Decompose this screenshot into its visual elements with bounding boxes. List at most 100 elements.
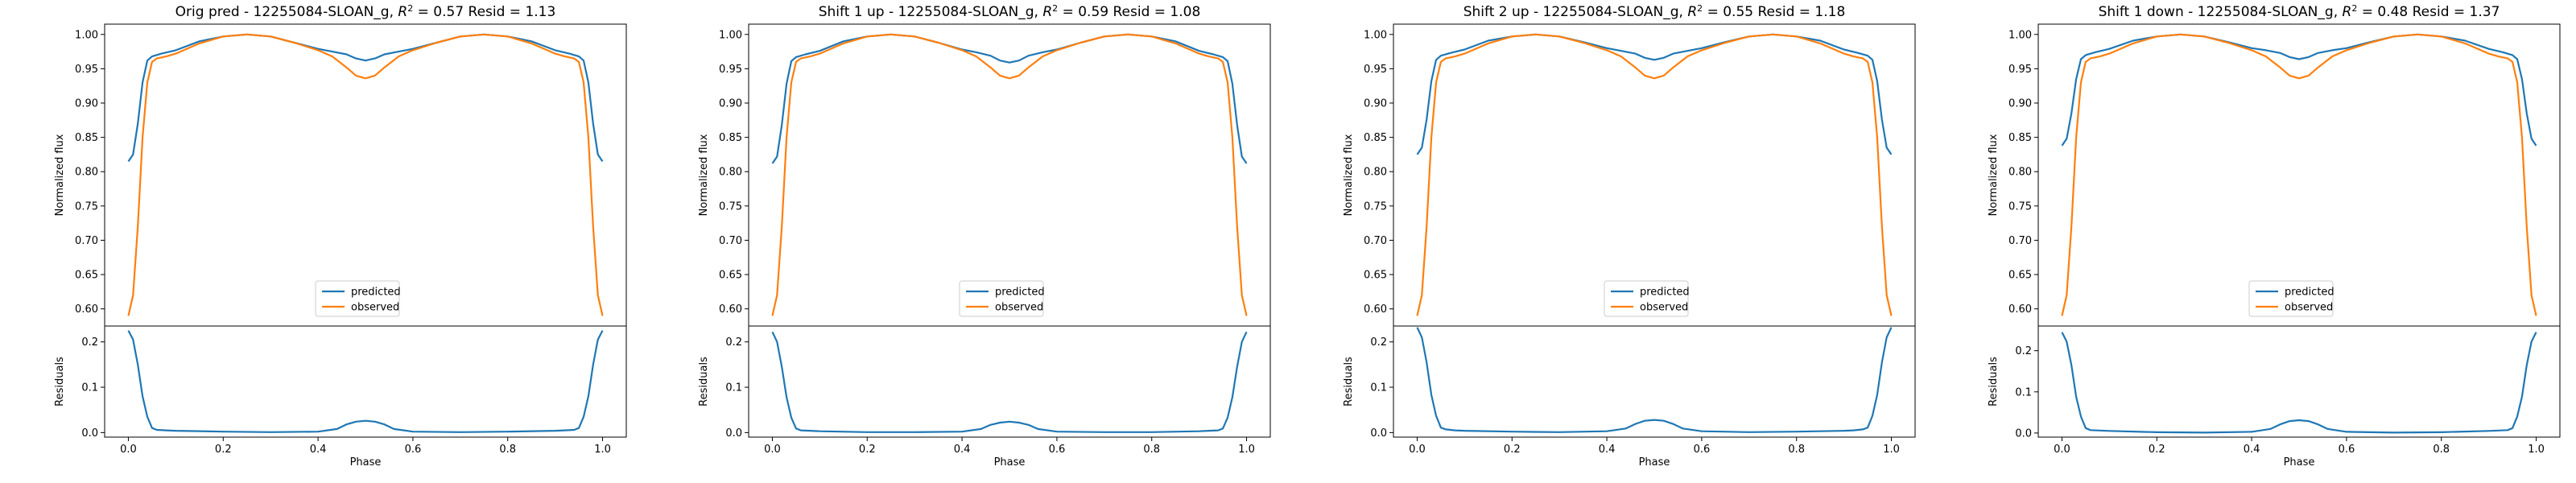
x-tick-label: 0.6 <box>2339 444 2355 456</box>
legend-label: observed <box>1640 302 1688 314</box>
bottom-axes-frame <box>1393 325 1916 438</box>
y-tick-label: 0.70 <box>1364 235 1387 247</box>
series-line-predicted <box>771 33 1248 164</box>
y-axis-label: Residuals <box>54 357 66 407</box>
y-tick-label: 0.60 <box>1364 303 1387 316</box>
chart-title: Shift 2 up - 12255084-SLOAN_g, R2 = 0.55… <box>1463 3 1846 20</box>
chart-panel: Shift 1 up - 12255084-SLOAN_g, R2 = 0.59… <box>698 3 1271 469</box>
y-tick-label: 0.60 <box>2008 303 2032 316</box>
y-axis-label: Residuals <box>1343 357 1355 407</box>
x-tick-label: 0.2 <box>1504 444 1521 456</box>
chart-title: Shift 1 down - 12255084-SLOAN_g, R2 = 0.… <box>2099 3 2500 20</box>
y-tick-label: 0.1 <box>725 382 742 394</box>
legend-label: predicted <box>351 287 401 299</box>
y-tick-label: 0.95 <box>2008 64 2032 76</box>
series-line-observed <box>1416 33 1893 316</box>
y-tick-label: 1.00 <box>2008 29 2032 41</box>
residuals-line <box>771 331 1248 433</box>
chart-title-sup: 2 <box>2351 3 2357 14</box>
chart-title: Shift 1 up - 12255084-SLOAN_g, R2 = 0.59… <box>819 3 1201 20</box>
x-tick-label: 0.6 <box>405 444 422 456</box>
y-tick-label: 0.2 <box>81 336 98 349</box>
chart-title-r: R <box>2343 4 2352 20</box>
x-tick-label: 0.8 <box>2433 444 2450 456</box>
chart-title-r: R <box>1687 4 1697 20</box>
y-tick-label: 0.65 <box>719 270 742 282</box>
y-tick-label: 0.2 <box>725 336 742 349</box>
chart-title-metrics: = 0.59 Resid = 1.08 <box>1058 4 1200 20</box>
x-tick-label: 0.0 <box>764 444 781 456</box>
series-line-predicted <box>2061 33 2537 147</box>
y-tick-label: 1.00 <box>719 29 742 41</box>
y-tick-label: 0.70 <box>75 235 98 247</box>
y-tick-label: 0.85 <box>1364 132 1387 144</box>
chart-title-r: R <box>398 4 407 20</box>
legend-label: predicted <box>1640 287 1690 299</box>
y-axis-label: Normalized flux <box>1343 134 1355 216</box>
y-tick-label: 0.0 <box>725 427 742 440</box>
x-axis-label: Phase <box>1639 456 1670 469</box>
chart-panel: Shift 1 down - 12255084-SLOAN_g, R2 = 0.… <box>1988 3 2561 469</box>
legend: predicted observed <box>2248 280 2334 317</box>
y-tick-label: 0.65 <box>75 270 98 282</box>
y-tick-label: 0.80 <box>719 167 742 179</box>
y-tick-label: 0.80 <box>75 167 98 179</box>
y-tick-label: 0.2 <box>2015 345 2032 357</box>
y-tick-label: 0.70 <box>719 235 742 247</box>
chart-title-metrics: = 0.48 Resid = 1.37 <box>2357 4 2500 20</box>
x-tick-label: 0.8 <box>1143 444 1160 456</box>
y-tick-label: 0.1 <box>81 382 98 394</box>
bottom-axes-frame <box>104 325 627 438</box>
x-tick-label: 0.4 <box>954 444 971 456</box>
y-tick-label: 0.90 <box>2008 98 2032 110</box>
y-tick-label: 0.95 <box>75 64 98 76</box>
x-tick-label: 0.6 <box>1049 444 1066 456</box>
y-tick-label: 1.00 <box>75 29 98 41</box>
y-tick-label: 0.75 <box>75 200 98 213</box>
legend-label: predicted <box>2285 287 2334 299</box>
y-tick-label: 1.00 <box>1364 29 1387 41</box>
y-tick-label: 0.70 <box>2008 235 2032 247</box>
x-tick-label: 1.0 <box>2528 444 2545 456</box>
y-tick-label: 0.85 <box>719 132 742 144</box>
y-tick-label: 0.90 <box>719 98 742 110</box>
residuals-line <box>1416 327 1893 433</box>
chart-title-prefix: Shift 1 down - 12255084-SLOAN_g, <box>2099 4 2343 20</box>
series-line-observed <box>771 33 1248 316</box>
bottom-axes-frame <box>748 325 1271 438</box>
chart-title-sup: 2 <box>1697 3 1703 14</box>
series-line-observed <box>127 33 604 316</box>
y-tick-label: 0.60 <box>75 303 98 316</box>
x-axis-label: Phase <box>350 456 382 469</box>
y-tick-label: 0.65 <box>1364 270 1387 282</box>
y-tick-label: 0.75 <box>719 200 742 213</box>
y-tick-label: 0.85 <box>75 132 98 144</box>
x-tick-label: 0.8 <box>1788 444 1805 456</box>
chart-title-prefix: Shift 1 up - 12255084-SLOAN_g, <box>819 4 1043 20</box>
x-tick-label: 1.0 <box>1883 444 1900 456</box>
x-tick-label: 0.2 <box>859 444 876 456</box>
x-tick-label: 0.4 <box>1599 444 1616 456</box>
y-axis-label: Normalized flux <box>54 134 66 216</box>
y-tick-label: 0.80 <box>2008 167 2032 179</box>
residuals-line <box>127 330 604 433</box>
x-tick-label: 0.2 <box>215 444 232 456</box>
y-tick-label: 0.95 <box>1364 64 1387 76</box>
y-tick-label: 0.90 <box>1364 98 1387 110</box>
y-tick-label: 0.60 <box>719 303 742 316</box>
y-axis-label: Normalized flux <box>1988 134 2000 216</box>
y-tick-label: 0.95 <box>719 64 742 76</box>
y-tick-label: 0.65 <box>2008 270 2032 282</box>
legend: predicted observed <box>315 280 401 317</box>
bottom-axes-frame <box>2037 325 2561 438</box>
x-tick-label: 1.0 <box>1238 444 1255 456</box>
series-line-predicted <box>1416 33 1893 155</box>
x-tick-label: 0.0 <box>1409 444 1426 456</box>
residuals-line <box>2061 332 2537 434</box>
y-tick-label: 0.2 <box>1370 336 1387 349</box>
series-line-predicted <box>127 33 604 163</box>
x-tick-label: 0.0 <box>2054 444 2070 456</box>
x-axis-label: Phase <box>994 456 1026 469</box>
chart-title-prefix: Orig pred - 12255084-SLOAN_g, <box>175 4 398 20</box>
